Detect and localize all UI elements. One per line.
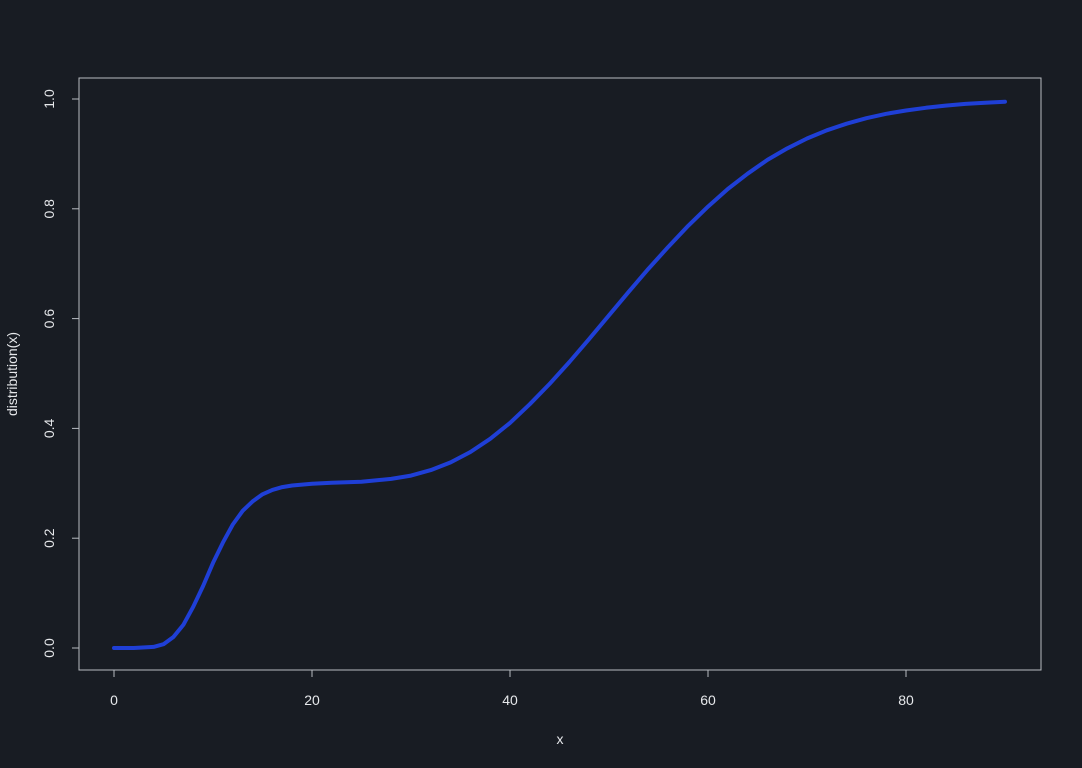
y-tick-label: 0.8	[41, 199, 57, 219]
x-axis-label: x	[557, 731, 564, 747]
y-tick-label: 0.6	[41, 309, 57, 329]
series-layer	[112, 99, 1007, 650]
y-tick-label: 1.0	[41, 89, 57, 109]
y-tick-label: 0.0	[41, 638, 57, 658]
y-axis: 0.0 0.2 0.4 0.6 0.8 1.0	[41, 89, 80, 658]
x-tick-label: 0	[110, 692, 118, 708]
x-tick-label: 20	[304, 692, 320, 708]
series-line	[112, 99, 1007, 650]
y-tick-label: 0.2	[41, 528, 57, 548]
y-tick-label: 0.4	[41, 418, 57, 438]
x-tick-label: 60	[700, 692, 716, 708]
y-axis-label: distribution(x)	[4, 332, 20, 416]
x-tick-label: 40	[502, 692, 518, 708]
x-tick-label: 80	[898, 692, 914, 708]
x-axis: 0 20 40 60 80	[110, 669, 914, 708]
